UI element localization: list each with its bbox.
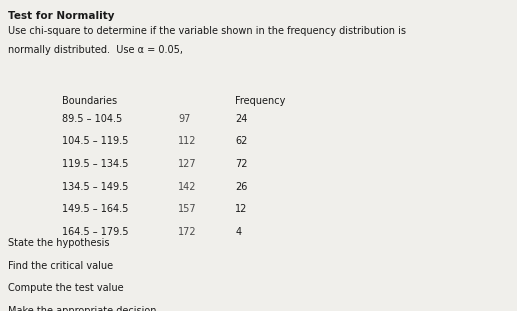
Text: 157: 157 [178, 204, 197, 214]
Text: 26: 26 [235, 182, 248, 192]
Text: 97: 97 [178, 114, 191, 123]
Text: Compute the test value: Compute the test value [8, 283, 124, 293]
Text: 12: 12 [235, 204, 248, 214]
Text: 72: 72 [235, 159, 248, 169]
Text: 89.5 – 104.5: 89.5 – 104.5 [62, 114, 123, 123]
Text: 172: 172 [178, 227, 197, 237]
Text: 149.5 – 164.5: 149.5 – 164.5 [62, 204, 128, 214]
Text: 119.5 – 134.5: 119.5 – 134.5 [62, 159, 128, 169]
Text: Make the appropriate decision: Make the appropriate decision [8, 306, 156, 311]
Text: 62: 62 [235, 136, 248, 146]
Text: 134.5 – 149.5: 134.5 – 149.5 [62, 182, 128, 192]
Text: 4: 4 [235, 227, 241, 237]
Text: 142: 142 [178, 182, 197, 192]
Text: 127: 127 [178, 159, 197, 169]
Text: Frequency: Frequency [235, 96, 285, 106]
Text: Use chi-square to determine if the variable shown in the frequency distribution : Use chi-square to determine if the varia… [8, 26, 406, 36]
Text: normally distributed.  Use α = 0.05,: normally distributed. Use α = 0.05, [8, 45, 183, 55]
Text: Find the critical value: Find the critical value [8, 261, 113, 271]
Text: 164.5 – 179.5: 164.5 – 179.5 [62, 227, 129, 237]
Text: 112: 112 [178, 136, 197, 146]
Text: 24: 24 [235, 114, 248, 123]
Text: Test for Normality: Test for Normality [8, 11, 114, 21]
Text: State the hypothesis: State the hypothesis [8, 238, 109, 248]
Text: Boundaries: Boundaries [62, 96, 117, 106]
Text: 104.5 – 119.5: 104.5 – 119.5 [62, 136, 128, 146]
